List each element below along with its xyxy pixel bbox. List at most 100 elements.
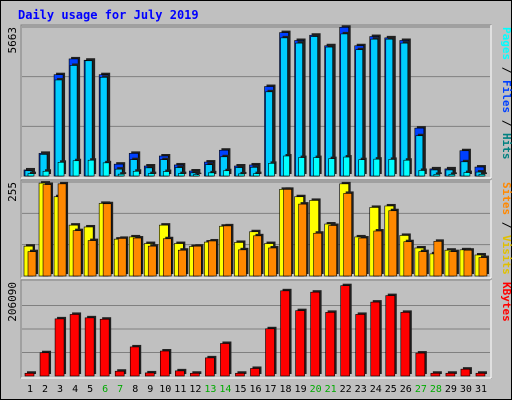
kbytes-bar-face (400, 312, 411, 377)
sites-bar-face (388, 210, 398, 277)
files-bar-face (370, 38, 379, 177)
legend-separator: / (500, 113, 512, 133)
sites-bar (478, 255, 489, 277)
day-label: 15 (234, 384, 246, 395)
kbytes-bar-shadow (147, 370, 157, 374)
kbytes-bar (84, 315, 97, 377)
pages-bar-shadow (240, 171, 247, 174)
kbytes-bar (385, 293, 397, 377)
sites-bar-face (102, 203, 112, 277)
files-bar (340, 31, 350, 177)
sites-bar-face (448, 251, 458, 277)
sites-bar (343, 191, 354, 277)
pages-bar-shadow (435, 172, 442, 174)
kbytes-bar-face (295, 310, 305, 377)
kbytes-bar-shadow (27, 371, 36, 374)
pages-bar (72, 158, 82, 177)
sites-bar-face (478, 257, 488, 277)
day-label: 18 (280, 384, 292, 395)
kbytes-bar-face (415, 352, 426, 377)
kbytes-bar (415, 351, 427, 377)
hits-files-pages-panel (20, 24, 492, 179)
files-bar (400, 41, 410, 177)
pages-bar-face (178, 173, 185, 177)
pages-bar (388, 157, 397, 177)
day-label: 2 (42, 384, 48, 395)
kbytes-bar (190, 371, 202, 377)
pages-bar-shadow (120, 172, 127, 174)
pages-bar-shadow (195, 172, 202, 174)
pages-bar-face (403, 159, 411, 177)
pages-bar-shadow (480, 172, 487, 174)
sites-bar-face (238, 249, 247, 277)
sites-bar (298, 202, 309, 277)
pages-bar-shadow (30, 171, 36, 174)
kbytes-bar-face (325, 312, 335, 377)
sites-bar (403, 239, 414, 277)
pages-bar-shadow (255, 171, 262, 174)
sites-bar (42, 182, 54, 277)
sites-bar-face (87, 240, 97, 277)
kbytes-bar-face (175, 370, 185, 377)
sites-bar (147, 244, 159, 277)
sites-bar (373, 229, 384, 277)
pages-bar (403, 158, 412, 177)
legend-visits: Visits (500, 235, 512, 275)
kbytes-bar (475, 371, 487, 377)
day-label: 29 (445, 384, 457, 395)
day-label: 23 (355, 384, 367, 395)
pages-bar-face (313, 157, 320, 177)
pages-bar-face (448, 174, 456, 177)
sites-bar-face (463, 249, 473, 277)
sites-bar (253, 233, 264, 277)
pages-bar-face (87, 159, 95, 177)
pages-bar (448, 172, 457, 177)
kbytes-bar-face (114, 370, 125, 377)
pages-bar-shadow (450, 172, 457, 174)
kbytes-bar (400, 310, 412, 377)
kbytes-bar (205, 355, 217, 377)
pages-bar-face (193, 174, 200, 177)
kbytes-bar-face (310, 291, 320, 377)
sites-bar (178, 248, 189, 277)
sites-bar (102, 201, 114, 277)
sites-bar (388, 208, 399, 277)
kbytes-bar (355, 312, 367, 377)
sites-bar (223, 223, 234, 277)
kbytes-bar-face (159, 350, 170, 377)
pages-bar (238, 171, 247, 177)
kbytes-bar-face (205, 357, 215, 377)
files-bar (325, 45, 335, 177)
kbytes-bar-face (235, 372, 245, 377)
kbytes-bar (220, 341, 232, 377)
pages-bar-face (418, 170, 426, 177)
pages-bar (132, 169, 142, 177)
sites-bar-face (193, 245, 202, 277)
kbytes-bar (159, 349, 172, 377)
pages-bar (283, 154, 292, 177)
kbytes-bar (69, 312, 82, 377)
sites-bar (328, 223, 339, 277)
files-bar-face (385, 38, 394, 177)
sites-bar (117, 236, 129, 277)
kbytes-bar-face (129, 346, 140, 377)
kbytes-bar-face (280, 290, 290, 377)
files-bar (310, 34, 320, 177)
kbytes-bar-face (99, 318, 110, 377)
pages-bar-face (478, 174, 486, 177)
sites-bar (208, 238, 219, 277)
pages-bar-face (132, 170, 140, 177)
files-bar-shadow (192, 170, 200, 174)
day-label: 30 (460, 384, 472, 395)
legend-sites: Sites (500, 182, 512, 215)
legend-files: Files (500, 80, 512, 113)
kbytes-bar-shadow (192, 371, 202, 374)
sites-bar-face (162, 238, 172, 277)
pages-bar-face (433, 174, 441, 177)
chart-title: Daily usage for July 2019 (18, 8, 199, 22)
pages-bar (298, 155, 307, 177)
kbytes-bar-shadow (432, 371, 442, 374)
day-label: 4 (72, 384, 78, 395)
kbytes-bar-face (385, 295, 396, 377)
pages-bar (178, 171, 187, 177)
